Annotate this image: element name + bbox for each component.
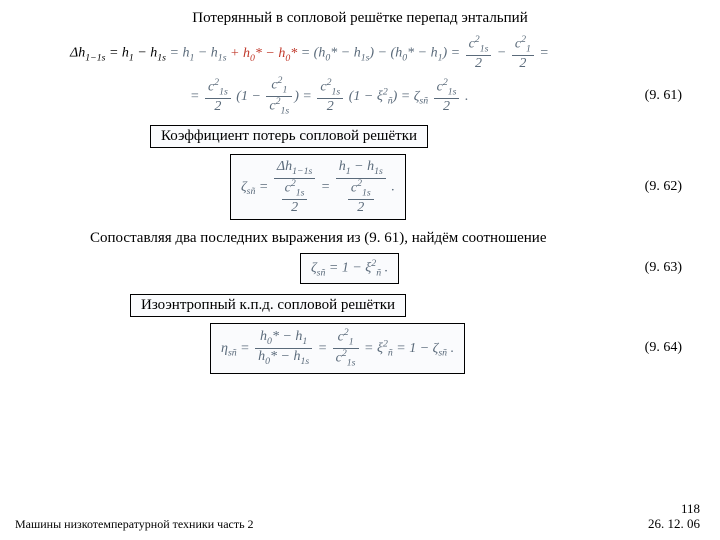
label-isentropic-efficiency: Изоэнтропный к.п.д. сопловой решётки (130, 294, 406, 317)
eq-9-64: ηsñ = h0* − h1h0* − h1s = c21c21s = ξ2ñ … (210, 323, 465, 374)
page-title: Потерянный в сопловой решётке перепад эн… (30, 10, 690, 27)
label-loss-coefficient: Коэффициент потерь сопловой решётки (150, 125, 428, 148)
eq-9-63: ζsñ = 1 − ξ2ñ . (300, 253, 399, 283)
eq-num-9-63: (9. 63) (645, 260, 690, 276)
eq-9-62: ζsñ = Δh1−1sc21s2 = h1 − h1sc21s2 . (230, 154, 406, 220)
eq-num-9-62: (9. 62) (645, 179, 690, 195)
eq-num-9-61: (9. 61) (645, 88, 690, 104)
footer-date: 26. 12. 06 (648, 516, 700, 532)
text-sentence-1: Сопоставляя два последних выражения из (… (90, 230, 690, 247)
footer-page-number: 118 (648, 501, 700, 517)
footer-course-title: Машины низкотемпературной техники часть … (15, 517, 254, 532)
eq-9-61-line2: = c21s2 (1 − c21c21s) = c21s2 (1 − ξ2ñ) … (190, 76, 468, 117)
eq-num-9-64: (9. 64) (645, 340, 690, 356)
eq-9-61-line1: Δh1−1s = h1 − h1s = h1 − h1s + h0* − h0*… (70, 35, 549, 72)
